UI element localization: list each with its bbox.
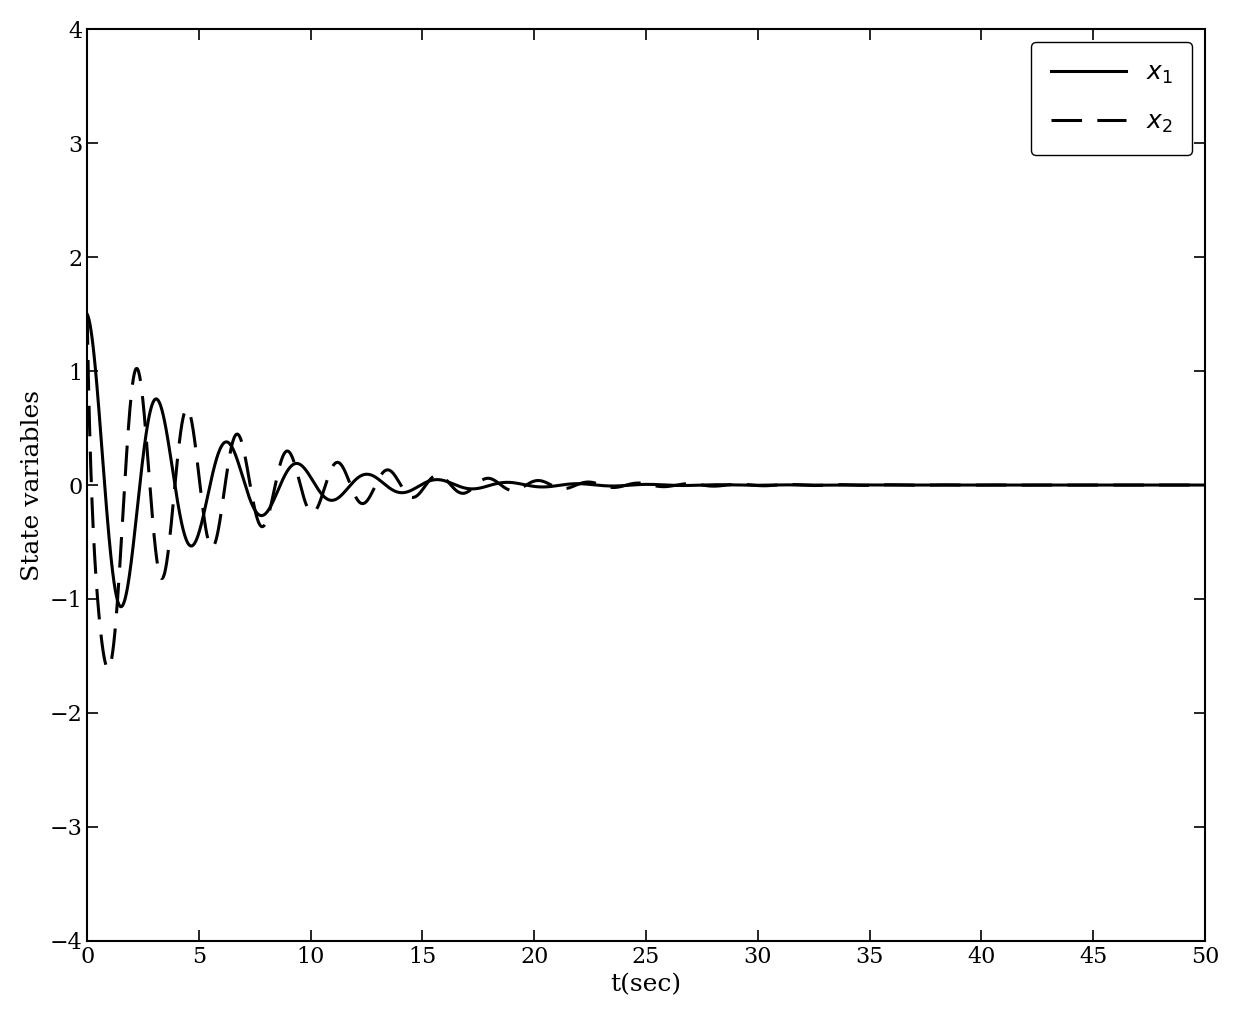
$x_2$ [626,477,641,489]
$x_1$ [1138,479,1153,491]
$x_2$ [100,662,115,674]
$x_1$ [1198,479,1213,491]
$x_2$ [126,371,141,383]
$x_2$ [1138,479,1153,491]
Line: $x_1$: $x_1$ [87,314,1205,607]
$x_1$ [626,479,641,491]
$x_2$ [1198,479,1213,491]
$x_2$ [79,308,94,320]
$x_1$ [84,333,99,345]
$x_1$ [114,601,129,613]
Line: $x_2$: $x_2$ [87,314,1205,668]
$x_1$ [299,465,314,477]
$x_1$ [126,537,141,549]
Legend: $x_1$, $x_2$: $x_1$, $x_2$ [1030,42,1193,156]
$x_1$ [79,308,94,320]
$x_1$ [146,395,161,407]
X-axis label: t(sec): t(sec) [610,973,682,997]
$x_2$ [299,499,314,512]
Y-axis label: State variables: State variables [21,390,43,581]
$x_2$ [146,530,161,542]
$x_2$ [84,498,99,511]
